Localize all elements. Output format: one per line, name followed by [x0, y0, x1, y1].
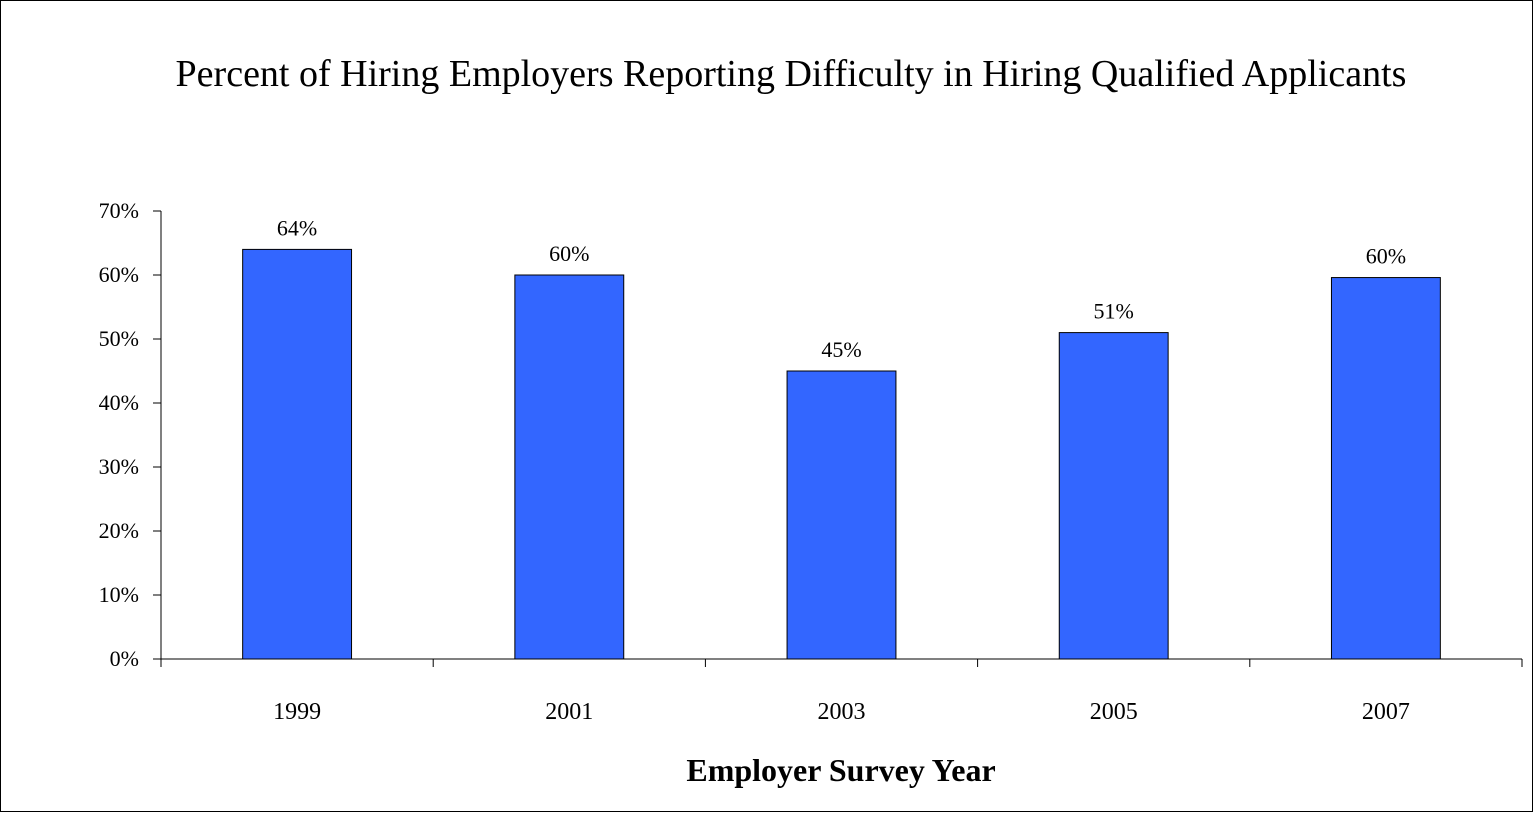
bar-2007	[1330, 277, 1441, 660]
data-label-2001: 60%	[549, 241, 589, 266]
bar-2005	[1058, 332, 1169, 660]
x-axis-title: Employer Survey Year	[686, 752, 995, 788]
data-label-1999: 64%	[277, 215, 317, 240]
data-label-2003: 45%	[821, 337, 861, 362]
y-tick-label: 70%	[99, 198, 139, 223]
data-labels: 64% 60% 45% 51% 60%	[277, 215, 1406, 362]
bar-2003	[786, 370, 897, 660]
y-tick-label: 30%	[99, 454, 139, 479]
y-tick-label: 60%	[99, 262, 139, 287]
bar-1999	[242, 248, 353, 660]
x-tick-label: 2005	[1090, 699, 1138, 725]
x-tick-label: 1999	[273, 699, 321, 725]
bar-2001	[514, 274, 625, 660]
y-axis: 0% 10% 20% 30% 40% 50% 60% 70%	[99, 198, 162, 671]
bars	[242, 248, 1441, 660]
x-tick-label: 2003	[818, 699, 866, 725]
y-tick-label: 40%	[99, 390, 139, 415]
chart-title: Percent of Hiring Employers Reporting Di…	[175, 53, 1407, 95]
x-tick-label: 2007	[1362, 699, 1410, 725]
x-axis: 1999 2001 2003 2005 2007	[160, 658, 1523, 725]
y-tick-label: 50%	[99, 326, 139, 351]
data-label-2005: 51%	[1094, 299, 1134, 324]
y-tick-label: 20%	[99, 518, 139, 543]
y-tick-label: 0%	[110, 646, 139, 671]
data-label-2007: 60%	[1366, 244, 1406, 269]
x-tick-label: 2001	[545, 699, 593, 725]
y-tick-label: 10%	[99, 582, 139, 607]
